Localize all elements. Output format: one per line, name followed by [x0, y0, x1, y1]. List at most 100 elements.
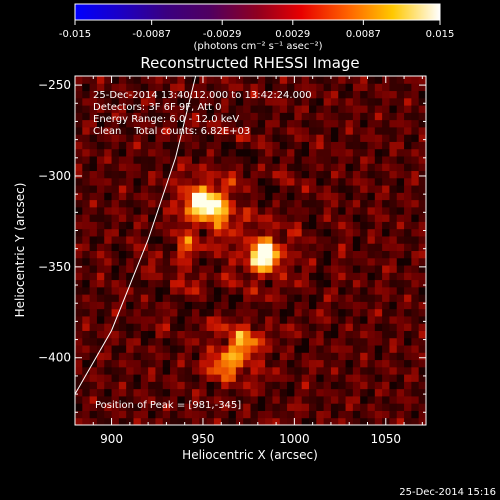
- heatmap-cell: [367, 250, 376, 259]
- heatmap-cell: [389, 257, 398, 266]
- heatmap-cell: [243, 359, 251, 368]
- heatmap-cell: [352, 279, 361, 288]
- heatmap-cell: [367, 257, 376, 266]
- heatmap-cell: [257, 177, 266, 186]
- heatmap-cell: [177, 148, 186, 157]
- heatmap-cell: [389, 272, 398, 281]
- heatmap-cell: [294, 366, 303, 375]
- heatmap-cell: [177, 323, 186, 331]
- heatmap-cell: [118, 395, 127, 404]
- heatmap-cell: [250, 192, 259, 201]
- heatmap-cell: [411, 294, 420, 302]
- heatmap-cell: [162, 126, 171, 135]
- heatmap-cell: [118, 381, 127, 390]
- heatmap-cell: [170, 199, 178, 208]
- heatmap-cell: [235, 294, 244, 302]
- heatmap-cell: [287, 330, 295, 339]
- heatmap-cell: [184, 97, 193, 106]
- heatmap-cell: [279, 366, 288, 375]
- heatmap-cell: [404, 345, 412, 353]
- heatmap-cell: [104, 83, 113, 92]
- heatmap-cell: [206, 105, 215, 113]
- heatmap-cell: [177, 265, 186, 273]
- heatmap-cell: [192, 294, 200, 302]
- heatmap-cell: [250, 221, 259, 230]
- heatmap-cell: [404, 286, 412, 295]
- heatmap-cell: [345, 83, 354, 92]
- heatmap-cell: [396, 90, 405, 99]
- heatmap-cell: [287, 366, 295, 375]
- heatmap-cell: [279, 257, 288, 266]
- heatmap-cell: [352, 366, 361, 375]
- heatmap-cell: [309, 265, 317, 273]
- heatmap-cell: [287, 228, 295, 237]
- heatmap-cell: [133, 315, 142, 324]
- heatmap-cell: [221, 337, 230, 346]
- heatmap-cell: [418, 265, 426, 273]
- heatmap-cell: [374, 359, 383, 368]
- heatmap-cell: [301, 257, 310, 266]
- heatmap-cell: [96, 221, 105, 230]
- heatmap-cell: [213, 134, 222, 142]
- heatmap-cell: [243, 76, 251, 84]
- heatmap-cell: [352, 330, 361, 339]
- heatmap-cell: [265, 352, 273, 361]
- heatmap-cell: [250, 323, 259, 331]
- heatmap-cell: [352, 250, 361, 259]
- heatmap-cell: [148, 395, 156, 404]
- axis-ticks: 900 950 1000 1050−250−300−350−400: [38, 76, 426, 446]
- heatmap-cell: [111, 126, 120, 135]
- heatmap-cell: [360, 76, 368, 84]
- heatmap-cell: [133, 199, 142, 208]
- heatmap-cell: [118, 206, 127, 215]
- heatmap-cell: [279, 155, 288, 164]
- heatmap-cell: [213, 185, 222, 193]
- heatmap-cell: [118, 250, 127, 259]
- heatmap-cell: [96, 126, 105, 135]
- heatmap-cell: [352, 177, 361, 186]
- heatmap-cell: [389, 83, 398, 92]
- heatmap-cell: [221, 119, 230, 128]
- heatmap-cell: [221, 90, 230, 99]
- heatmap-cell: [367, 301, 376, 310]
- heatmap-cell: [265, 308, 273, 317]
- heatmap-cell: [265, 294, 273, 302]
- heatmap-cell: [279, 177, 288, 186]
- heatmap-cell: [418, 366, 426, 375]
- heatmap-cell: [382, 301, 390, 310]
- heatmap-cell: [155, 112, 164, 121]
- heatmap-cell: [184, 279, 193, 288]
- heatmap-cell: [228, 148, 237, 157]
- heatmap-cell: [243, 90, 251, 99]
- heatmap-cell: [243, 155, 251, 164]
- heatmap-cell: [389, 235, 398, 244]
- heatmap-cell: [404, 359, 412, 368]
- heatmap-cell: [126, 163, 134, 172]
- heatmap-cell: [177, 330, 186, 339]
- heatmap-cell: [323, 105, 332, 113]
- heatmap-cell: [75, 105, 83, 113]
- heatmap-cell: [382, 294, 390, 302]
- heatmap-cell: [162, 228, 171, 237]
- heatmap-cell: [82, 381, 91, 390]
- heatmap-cell: [294, 374, 303, 382]
- heatmap-cell: [82, 315, 91, 324]
- heatmap-cell: [301, 105, 310, 113]
- heatmap-cell: [272, 345, 281, 353]
- heatmap-cell: [404, 126, 412, 135]
- heatmap-cell: [104, 395, 113, 404]
- heatmap-cell: [389, 214, 398, 222]
- heatmap-cell: [287, 119, 295, 128]
- heatmap-cell: [155, 199, 164, 208]
- heatmap-cell: [287, 272, 295, 281]
- heatmap-cell: [213, 243, 222, 251]
- heatmap-cell: [140, 388, 149, 397]
- heatmap-cell: [265, 279, 273, 288]
- heatmap-cell: [301, 221, 310, 230]
- heatmap-cell: [287, 163, 295, 172]
- heatmap-cell: [82, 286, 91, 295]
- heatmap-cell: [396, 323, 405, 331]
- heatmap-cell: [140, 76, 149, 84]
- heatmap-cell: [148, 257, 156, 266]
